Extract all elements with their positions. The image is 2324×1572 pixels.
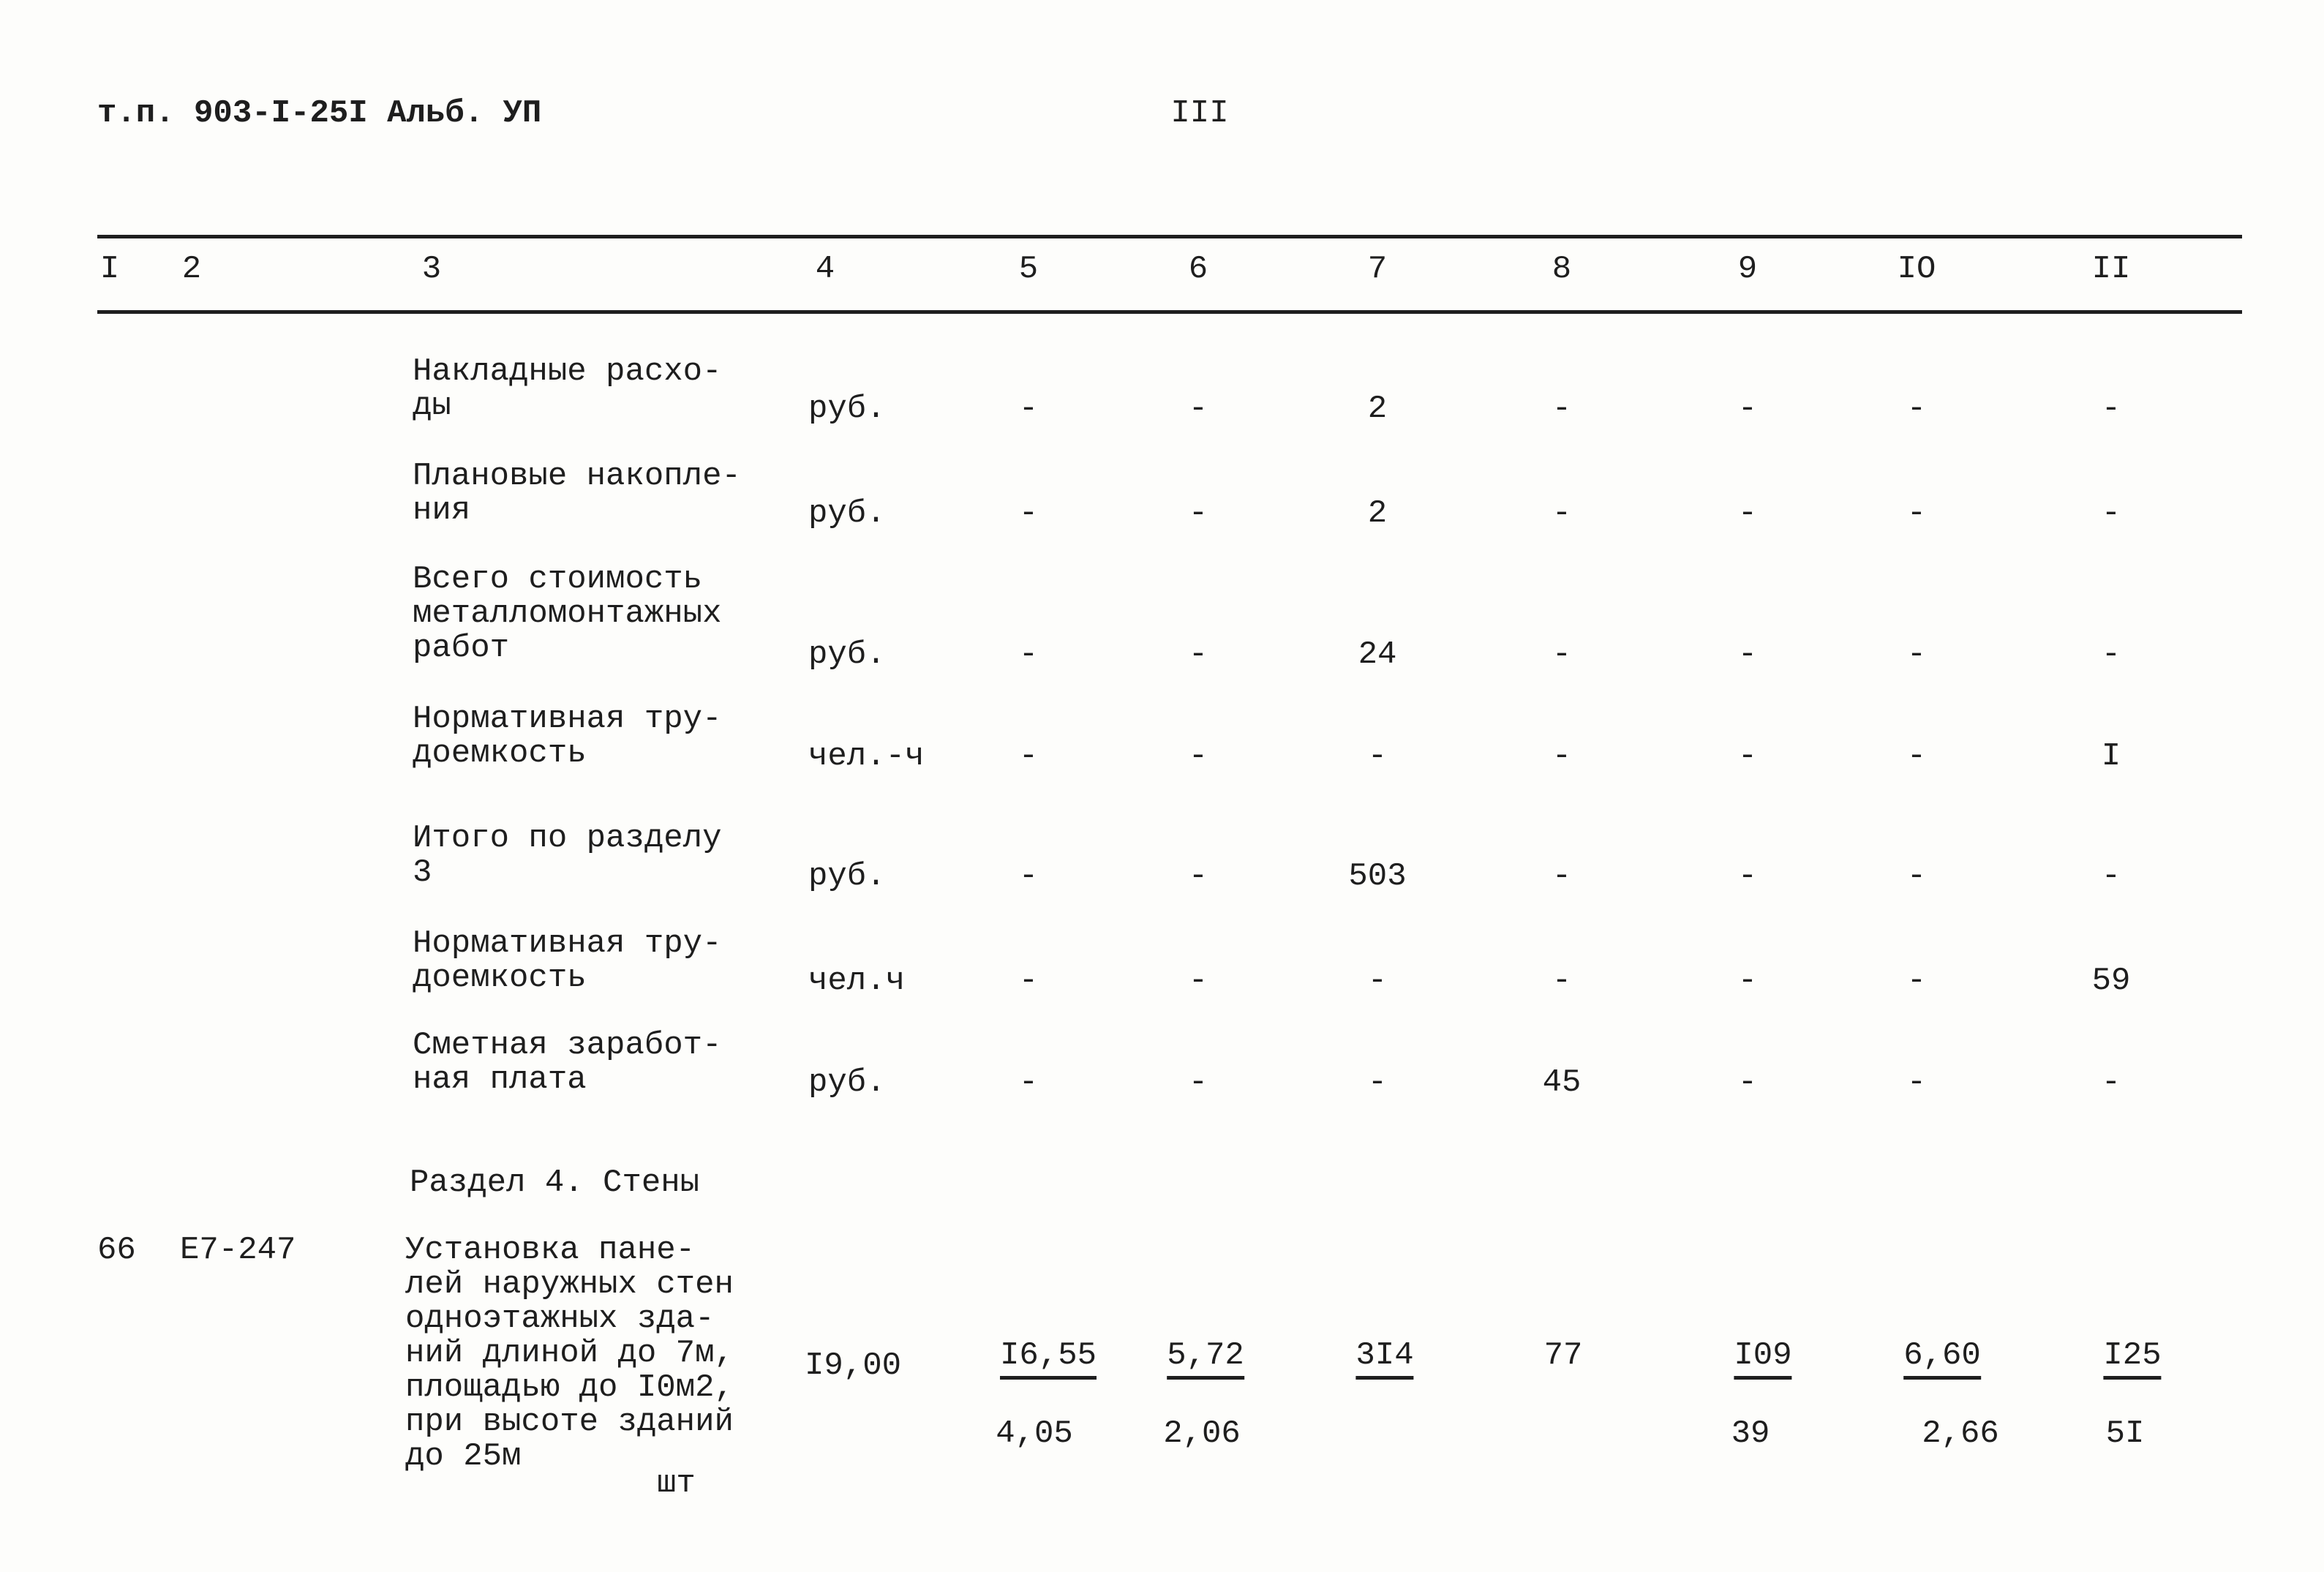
item-top-value: 6,60 <box>1903 1339 1981 1380</box>
row-value: - <box>1552 963 1572 999</box>
row-value: - <box>1552 391 1572 427</box>
column-number: I <box>99 251 120 287</box>
item-top-value: 5,72 <box>1167 1339 1244 1380</box>
row-value: - <box>1018 391 1039 427</box>
row-value: - <box>1018 738 1039 775</box>
row-value: - <box>1552 636 1572 673</box>
row-value: - <box>1552 495 1572 532</box>
row-name: Нормативная тру- доемкость <box>413 701 722 772</box>
row-value: - <box>1018 636 1039 673</box>
row-value: - <box>1906 636 1927 673</box>
row-name: Итого по разделу 3 <box>413 820 722 891</box>
row-value: - <box>2101 495 2121 532</box>
row-value: - <box>1737 1064 1758 1101</box>
item-top-value: I09 <box>1734 1339 1792 1380</box>
column-number: 8 <box>1552 251 1572 287</box>
row-value: - <box>1188 636 1208 673</box>
item-top-value: 77 <box>1543 1337 1583 1374</box>
row-name: Накладные расхо- ды <box>413 353 722 424</box>
row-value: - <box>2101 636 2121 673</box>
row-value: - <box>1906 391 1927 427</box>
column-number: 4 <box>815 251 835 287</box>
row-value: - <box>1737 636 1758 673</box>
row-unit: чел.ч <box>808 963 906 999</box>
row-value: - <box>1018 858 1039 895</box>
row-value: - <box>1737 963 1758 999</box>
row-value: 2 <box>1367 495 1388 532</box>
column-number: II <box>2091 251 2131 287</box>
row-value: - <box>1018 1064 1039 1101</box>
row-unit: руб. <box>808 858 886 895</box>
row-value: - <box>1367 963 1388 999</box>
row-value: - <box>1188 495 1208 532</box>
item-bottom-value: 5I <box>2105 1415 2145 1452</box>
row-value: - <box>1737 391 1758 427</box>
column-number: 7 <box>1367 251 1388 287</box>
row-value: 2 <box>1367 391 1388 427</box>
item-code: Е7-247 <box>180 1232 296 1268</box>
row-value: 24 <box>1358 636 1397 673</box>
item-bottom-value: 2,66 <box>1922 1415 1999 1452</box>
item-bottom-value: 2,06 <box>1163 1415 1241 1452</box>
row-unit: руб. <box>808 391 886 427</box>
row-value: - <box>1906 858 1927 895</box>
row-value: - <box>1018 495 1039 532</box>
table-header-rule <box>97 310 2242 314</box>
row-value: - <box>1188 858 1208 895</box>
row-value: - <box>1906 738 1927 775</box>
row-value: - <box>1552 858 1572 895</box>
row-value: - <box>1188 738 1208 775</box>
doc-ref: т.п. 903-I-25I Альб. УП <box>97 95 542 132</box>
item-top-value: I25 <box>2103 1339 2162 1380</box>
row-value: I <box>2101 738 2121 775</box>
row-name: Сметная заработ- ная плата <box>413 1027 722 1098</box>
row-value: - <box>1188 391 1208 427</box>
item-top-value: I6,55 <box>999 1339 1097 1380</box>
row-value: - <box>2101 1064 2121 1101</box>
row-value: - <box>1737 858 1758 895</box>
row-name: Нормативная тру- доемкость <box>413 925 722 996</box>
row-name: Плановые накопле- ния <box>413 458 741 529</box>
section-title: Раздел 4. Стены <box>410 1165 700 1201</box>
column-number: 2 <box>181 251 202 287</box>
row-value: - <box>1018 963 1039 999</box>
row-value: - <box>1552 738 1572 775</box>
table-top-rule <box>97 235 2242 238</box>
row-value: - <box>1367 1064 1388 1101</box>
item-number: 66 <box>97 1232 136 1268</box>
item-quantity: I9,00 <box>805 1347 902 1384</box>
column-number: 3 <box>421 251 442 287</box>
row-unit: руб. <box>808 495 886 532</box>
row-value: - <box>1906 495 1927 532</box>
item-bottom-value: 39 <box>1731 1415 1770 1452</box>
item-unit: шт <box>657 1465 696 1502</box>
row-unit: руб. <box>808 1064 886 1101</box>
row-value: 59 <box>2091 963 2131 999</box>
page-number: III <box>1170 95 1229 132</box>
column-number: 9 <box>1737 251 1758 287</box>
column-number: 5 <box>1018 251 1039 287</box>
item-top-value: 3I4 <box>1355 1339 1414 1380</box>
row-value: - <box>1906 963 1927 999</box>
row-unit: чел.-ч <box>808 738 925 775</box>
row-name: Всего стоимость металломонтажных работ <box>413 561 722 666</box>
column-number: IO <box>1897 251 1936 287</box>
row-unit: руб. <box>808 636 886 673</box>
row-value: - <box>1367 738 1388 775</box>
row-value: - <box>2101 391 2121 427</box>
row-value: 45 <box>1542 1064 1582 1101</box>
row-value: - <box>1188 963 1208 999</box>
row-value: - <box>1906 1064 1927 1101</box>
row-value: - <box>1737 495 1758 532</box>
row-value: 503 <box>1348 858 1407 895</box>
column-number: 6 <box>1188 251 1208 287</box>
item-bottom-value: 4,05 <box>996 1415 1073 1452</box>
row-value: - <box>1188 1064 1208 1101</box>
row-value: - <box>2101 858 2121 895</box>
item-name: Установка пане- лей наружных стен одноэт… <box>405 1232 734 1475</box>
row-value: - <box>1737 738 1758 775</box>
